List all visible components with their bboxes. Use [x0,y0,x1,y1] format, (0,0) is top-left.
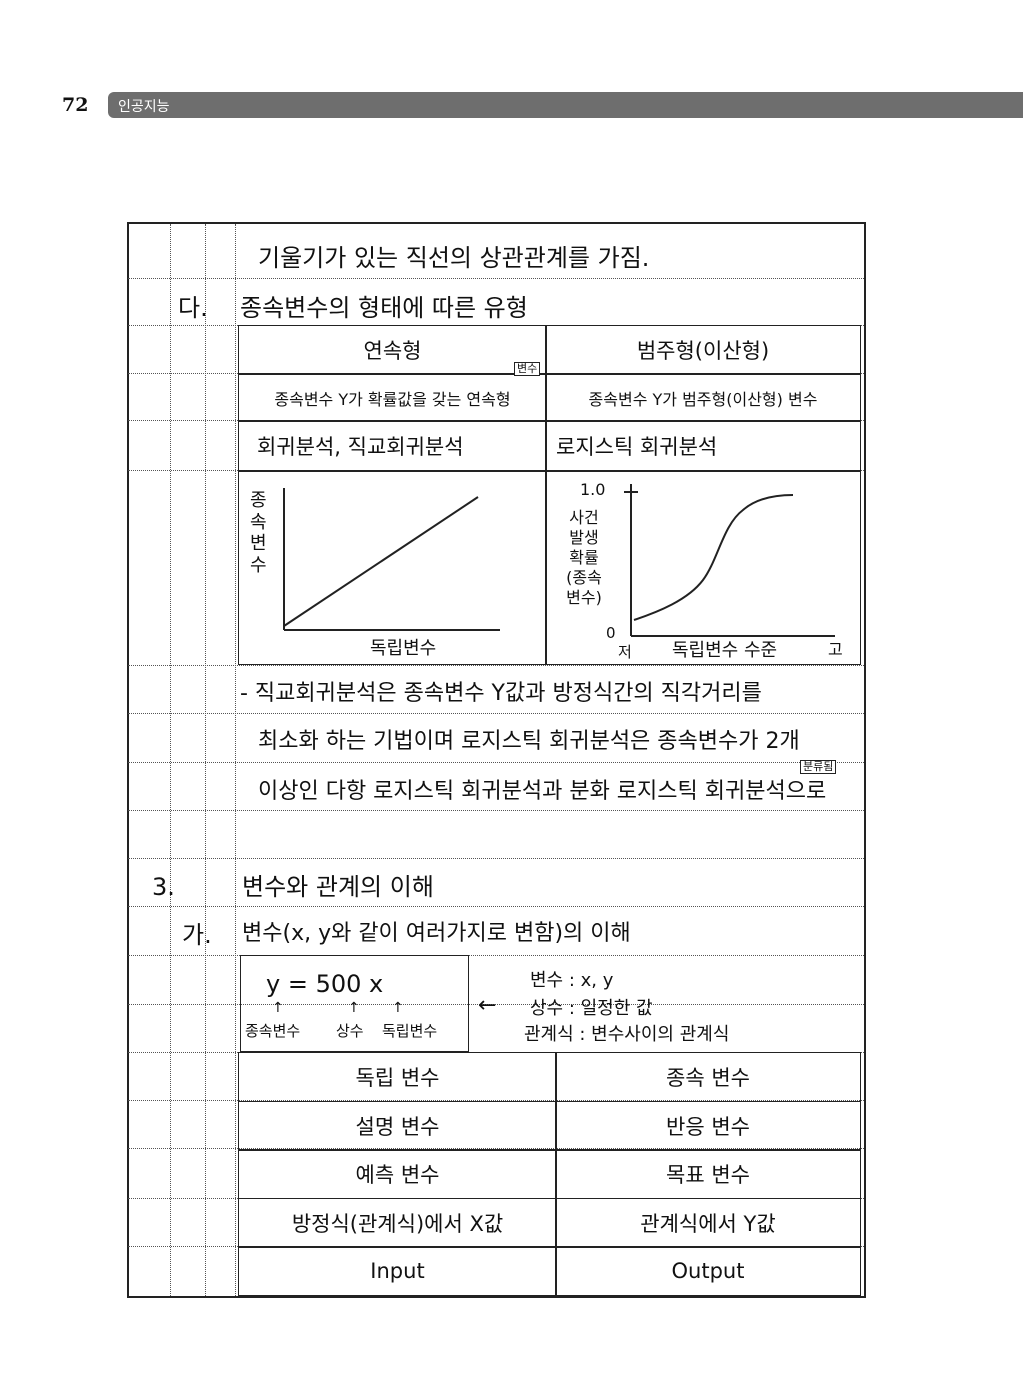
header-bar [108,92,1023,118]
section-title: 변수(x, y와 같이 여러가지로 변함)의 이해 [242,921,631,946]
insert-note: 분류됨 [800,760,837,774]
paragraph-line: - 직교회귀분석은 종속변수 Y값과 방정식간의 직각거리를 [240,681,762,706]
insert-note: 변수 [514,362,541,376]
y-low-label: 저 [618,643,632,661]
table-cell: 회귀분석, 직교회귀분석 [238,420,547,472]
y-axis-label: 사건 발생 확률 (종속 변수) [566,508,602,607]
ruled-line [128,810,864,811]
x-high-label: 고 [828,640,843,659]
ruled-line [128,906,864,907]
regression-line [283,496,479,627]
table-cell: 종속 변수 [555,1052,861,1102]
table-cell: 예측 변수 [238,1149,557,1199]
table-header: 범주형(이산형) [545,325,861,375]
margin-line [170,224,171,1296]
section-marker: 다. [178,294,208,322]
text-line: 기울기가 있는 직선의 상관관계를 가짐. [258,244,650,272]
definition: 변수 : x, y [530,970,614,991]
page-number: 72 [62,94,89,116]
equation-label: 종속변수 [245,1022,301,1040]
sketch-charts [283,484,835,637]
ruled-line [128,955,864,956]
definition: 관계식 : 변수사이의 관계식 [524,1024,730,1045]
section-marker: 3. [152,873,175,901]
table-cell: 반응 변수 [555,1100,861,1151]
y-tick-label: 0 [606,624,616,642]
ruled-line [128,665,864,666]
table-cell: 종속변수 Y가 범주형(이산형) 변수 [545,373,861,422]
definition: 상수 : 일정한 값 [530,998,653,1019]
x-axis-label: 독립변수 [370,638,437,659]
equation-box [240,955,469,1052]
ruled-line [128,278,864,279]
ruled-line [128,1148,864,1149]
linear-chart [283,488,500,631]
ruled-line [128,762,864,763]
table-cell: 목표 변수 [555,1149,861,1199]
ruled-line [128,1004,864,1005]
logistic-chart-cell [545,470,861,665]
table-cell: 로지스틱 회귀분석 [545,420,861,472]
section-title: 변수와 관계의 이해 [242,873,434,901]
paragraph-line: 이상인 다항 로지스틱 회귀분석과 분화 로지스틱 회귀분석으로 [258,779,827,804]
paragraph-line: 최소화 하는 기법이며 로지스틱 회귀분석은 종속변수가 2개 [258,729,800,754]
table-cell: 종속변수 Y가 확률값을 갖는 연속형 [238,373,547,422]
book-title: 인공지능 [118,99,170,115]
logistic-chart [624,484,835,637]
table-cell: Input [238,1246,557,1296]
y-tick-label: 1.0 [580,480,606,499]
equation-label: 상수 [336,1022,364,1040]
section-marker: 가. [182,921,212,949]
ruled-line [128,858,864,859]
up-arrow-icon: ↑ [348,1000,360,1016]
margin-line [235,224,236,1296]
x-axis-label: 독립변수 수준 [672,640,778,661]
margin-line [205,224,206,1296]
table-cell: 관계식에서 Y값 [555,1197,861,1248]
table-cell: 설명 변수 [238,1100,557,1151]
left-arrow: ← [478,993,497,1018]
ruled-line [128,713,864,714]
notebook-page [127,222,866,1298]
up-arrow-icon: ↑ [392,1000,404,1016]
table-cell: 독립 변수 [238,1052,557,1102]
table-cell: 방정식(관계식)에서 X값 [238,1197,557,1248]
section-title: 종속변수의 형태에 따른 유형 [240,294,528,322]
equation-label: 독립변수 [382,1022,438,1040]
linear-chart-cell [238,470,547,665]
sigmoid-curve [633,494,794,621]
equation: y = 500 x [266,970,384,998]
y-axis-label: 종속변수 [250,490,267,576]
table-header: 연속형 [238,325,547,375]
up-arrow-icon: ↑ [272,1000,284,1016]
table-cell: Output [555,1246,861,1296]
